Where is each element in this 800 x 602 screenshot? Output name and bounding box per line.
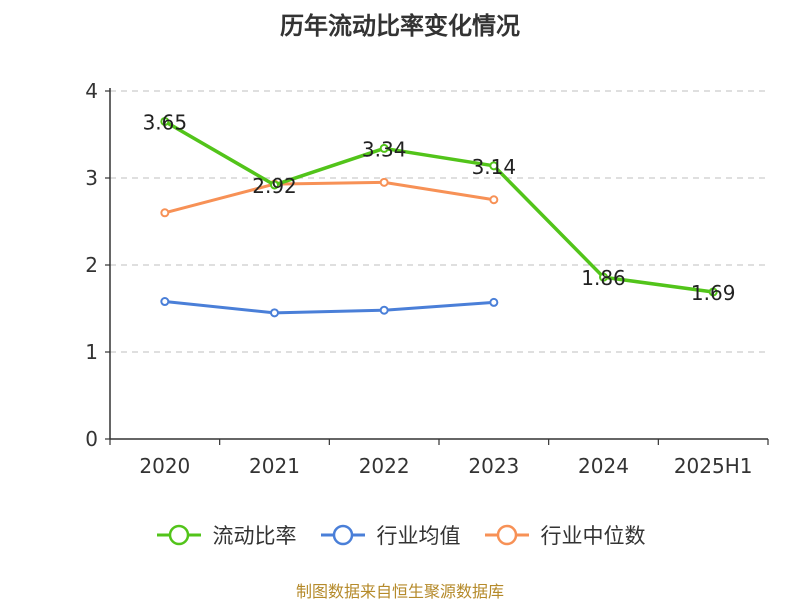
- chart-legend: 流动比率 行业均值 行业中位数: [0, 520, 800, 550]
- data-point-2: [379, 177, 389, 187]
- data-label: 3.65: [143, 110, 188, 134]
- legend-item[interactable]: 行业均值: [319, 520, 461, 550]
- data-point-2: [489, 195, 499, 205]
- data-label: 3.14: [472, 155, 517, 179]
- legend-item[interactable]: 行业中位数: [483, 520, 646, 550]
- legend-label: 行业均值: [376, 524, 461, 548]
- y-tick-label: 1: [85, 340, 98, 364]
- series-line-1: [164, 300, 494, 315]
- y-tick-label: 4: [85, 79, 98, 103]
- data-point-1: [270, 308, 279, 318]
- y-tick-label: 2: [85, 253, 98, 277]
- legend-item[interactable]: 流动比率: [155, 520, 297, 550]
- data-point-0: [379, 143, 389, 153]
- data-point-0: [270, 180, 279, 190]
- data-point-0: [489, 161, 499, 171]
- x-tick-label: 2020: [139, 454, 190, 478]
- chart-title: 历年流动比率变化情况: [280, 12, 520, 40]
- data-point-1: [379, 305, 389, 315]
- data-label: 2.92: [252, 174, 297, 198]
- y-tick-label: 3: [85, 166, 98, 190]
- legend-swatch: [484, 524, 529, 546]
- data-point-2: [160, 208, 170, 218]
- x-tick-label: 2021: [249, 454, 300, 478]
- x-tick-label: 2022: [359, 454, 410, 478]
- series-line-2: [164, 180, 495, 215]
- data-point-1: [160, 297, 170, 307]
- legend-marker: [168, 524, 189, 546]
- y-tick-label: 0: [85, 427, 98, 451]
- data-point-1: [489, 297, 499, 307]
- data-label: 3.34: [362, 137, 407, 161]
- source-note: 制图数据来自恒生聚源数据库: [295, 582, 504, 601]
- legend-swatch: [320, 524, 365, 546]
- x-tick-label: 2025H1: [674, 454, 753, 478]
- x-tick-label: 2024: [578, 454, 629, 478]
- legend-label: 流动比率: [212, 524, 297, 548]
- legend-marker: [496, 524, 517, 546]
- data-point-0: [160, 116, 170, 126]
- data-label: 1.69: [691, 281, 736, 305]
- legend-label: 行业中位数: [540, 524, 646, 548]
- legend-marker: [332, 524, 353, 546]
- x-tick-label: 2023: [468, 454, 519, 478]
- data-point-0: [599, 272, 608, 282]
- line-chart: 0 1 2 3 4 2020 2021 2022 2023 2024 2025H1 3.65 2.92 3…: [85, 79, 769, 478]
- legend-swatch: [156, 524, 201, 546]
- data-point-0: [708, 287, 718, 297]
- data-label: 1.86: [581, 266, 626, 290]
- series-line-0: [163, 119, 714, 294]
